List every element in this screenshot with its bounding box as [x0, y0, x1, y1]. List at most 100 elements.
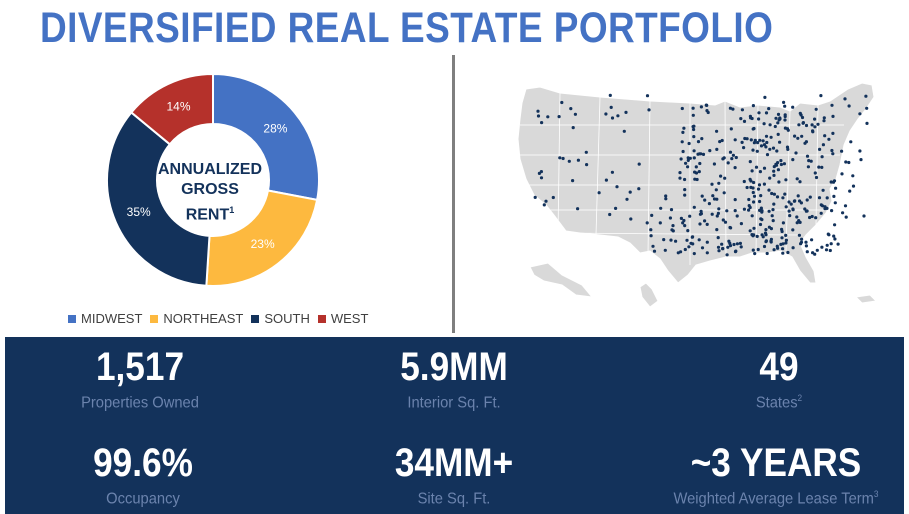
- property-dot: [778, 140, 782, 144]
- property-dot: [739, 117, 743, 121]
- property-dot: [697, 238, 701, 242]
- property-dot: [608, 93, 612, 97]
- property-dot: [784, 205, 788, 209]
- property-dot: [699, 209, 703, 213]
- property-dot: [844, 215, 848, 219]
- property-dot: [762, 143, 766, 147]
- property-dot: [696, 152, 700, 156]
- property-dot: [721, 247, 725, 251]
- legend-swatch: [150, 314, 159, 323]
- stat-site-sqft: 34MM+ Site Sq. Ft.: [314, 441, 594, 508]
- property-dot: [557, 115, 561, 119]
- property-dot: [841, 211, 845, 215]
- property-dot: [827, 233, 831, 237]
- property-dot: [789, 202, 793, 206]
- property-dot: [830, 148, 834, 153]
- property-dot: [742, 179, 746, 184]
- property-dot: [825, 196, 829, 200]
- property-dot: [561, 156, 565, 161]
- property-dot: [716, 211, 720, 215]
- property-dot: [749, 185, 753, 189]
- property-dot: [804, 123, 809, 128]
- property-dot: [805, 198, 809, 202]
- property-dot: [678, 176, 682, 180]
- property-dot: [786, 250, 790, 255]
- property-dot: [748, 229, 752, 233]
- property-dot: [700, 246, 705, 250]
- property-dot: [681, 221, 685, 225]
- stat-value: 34MM+: [394, 441, 514, 485]
- property-dot: [751, 127, 755, 131]
- property-dot: [817, 165, 821, 169]
- property-dot: [827, 137, 831, 141]
- stat-label: Site Sq. Ft.: [417, 490, 491, 508]
- property-dot: [810, 238, 814, 242]
- property-dot: [764, 240, 768, 244]
- property-dot: [793, 134, 797, 138]
- property-dot: [756, 187, 761, 191]
- property-dot: [820, 155, 824, 159]
- property-dot: [751, 104, 755, 108]
- property-dot: [792, 199, 796, 203]
- stat-value: 49: [759, 345, 799, 389]
- property-dot: [682, 126, 686, 130]
- property-dot: [787, 200, 791, 204]
- property-dot: [748, 205, 752, 210]
- property-dot: [773, 124, 777, 129]
- property-dot: [663, 248, 667, 252]
- property-dot: [747, 197, 751, 202]
- property-dot: [671, 224, 675, 228]
- property-dot: [725, 253, 729, 257]
- property-dot: [797, 233, 801, 237]
- property-dot: [715, 214, 719, 218]
- property-dot: [712, 162, 716, 166]
- property-dot: [758, 222, 763, 227]
- property-dot: [851, 184, 856, 188]
- property-dot: [770, 191, 774, 196]
- property-dot: [843, 204, 848, 208]
- property-dot: [791, 228, 795, 232]
- property-dot: [705, 109, 709, 113]
- property-dot: [649, 234, 653, 238]
- property-dot: [762, 182, 766, 186]
- legend-item-northeast: NORTHEAST: [150, 311, 243, 326]
- property-dot: [800, 237, 804, 241]
- property-dot: [813, 117, 817, 121]
- property-dot: [696, 140, 701, 144]
- donut-data-label: 23%: [251, 237, 275, 251]
- property-dot: [728, 244, 733, 248]
- property-dot: [805, 209, 809, 213]
- property-dot: [771, 219, 775, 223]
- property-dot: [831, 114, 835, 118]
- property-dot: [659, 206, 663, 210]
- property-dot: [798, 111, 802, 115]
- property-dot: [828, 248, 832, 253]
- property-dot: [682, 218, 686, 223]
- property-dot: [604, 178, 608, 182]
- property-dot: [767, 188, 771, 192]
- property-dot: [740, 108, 744, 112]
- property-dot: [862, 214, 866, 218]
- property-dot: [813, 171, 817, 175]
- property-dot: [560, 100, 564, 105]
- property-dot: [710, 212, 714, 216]
- property-dot: [783, 113, 787, 117]
- property-dot: [705, 222, 709, 226]
- property-dot: [707, 202, 711, 206]
- property-dot: [787, 209, 791, 213]
- property-dot: [814, 107, 818, 111]
- property-dot: [764, 233, 768, 237]
- property-dot: [781, 251, 785, 255]
- property-dot: [726, 245, 730, 249]
- property-dot: [756, 141, 760, 145]
- stat-states: 49 States2: [639, 345, 909, 412]
- property-dot: [689, 241, 693, 245]
- property-dot: [791, 246, 795, 250]
- donut-slice-west: [129, 72, 214, 146]
- property-dot: [664, 194, 668, 198]
- property-dot: [739, 245, 743, 249]
- property-dot: [687, 245, 691, 249]
- property-dot: [775, 149, 779, 153]
- property-dot: [779, 159, 783, 163]
- property-dot: [781, 247, 785, 251]
